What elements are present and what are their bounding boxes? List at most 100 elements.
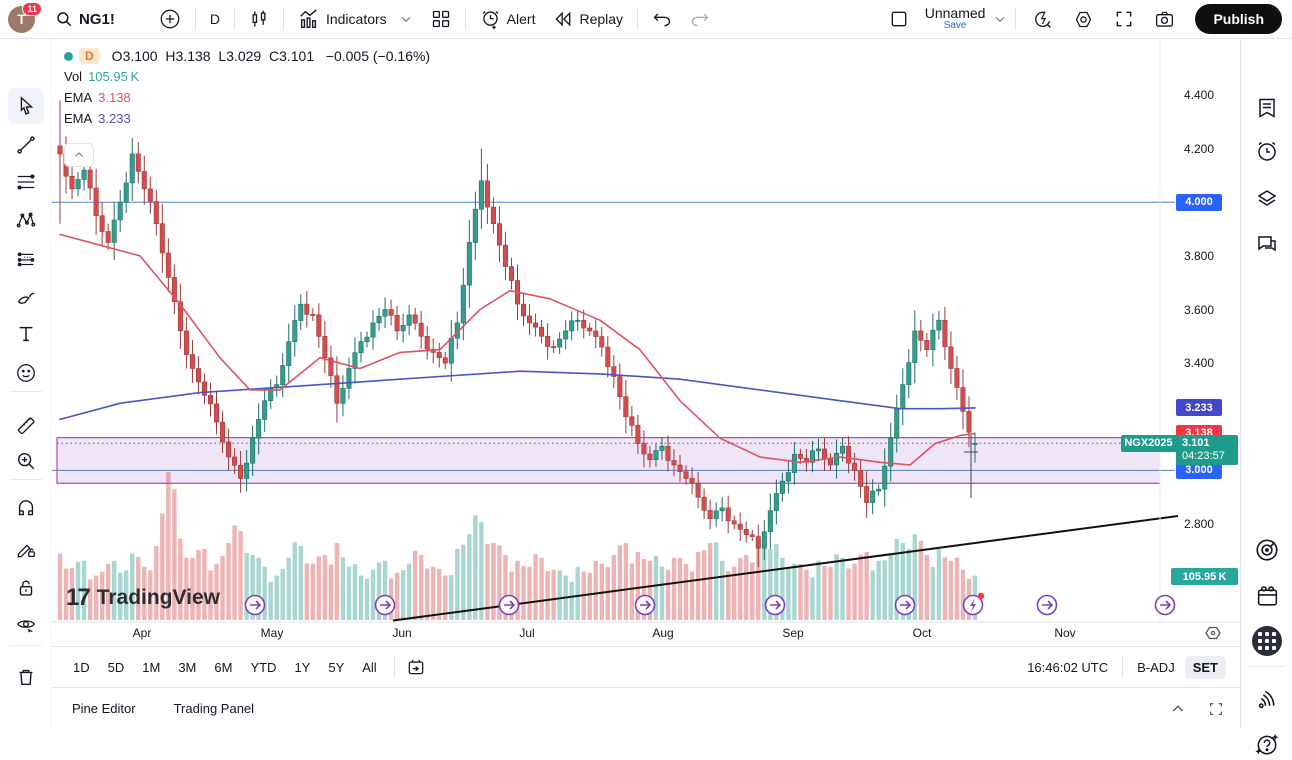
range-button-5y[interactable]: 5Y	[328, 659, 345, 675]
trading-panel-button[interactable]: Trading Panel	[173, 701, 255, 716]
ema-fast-legend-row[interactable]: EMA 3.138	[64, 90, 430, 105]
time-axis-labels[interactable]: Apr May Jun Jul Aug Sep Oct Nov	[52, 39, 1240, 640]
svg-text:Aug: Aug	[652, 626, 673, 640]
cursor-button[interactable]	[8, 88, 44, 124]
ema-fast-line	[59, 233, 976, 466]
measure-tool-button[interactable]	[8, 405, 44, 441]
axis-settings-icon[interactable]	[1205, 626, 1221, 640]
chat-button[interactable]	[1251, 228, 1283, 260]
settings-gear-icon[interactable]	[1065, 3, 1102, 36]
lock-drawings-button[interactable]	[8, 570, 44, 606]
range-button-3m[interactable]: 3M	[178, 659, 197, 675]
panel-maximize-icon[interactable]	[1208, 701, 1224, 717]
publish-button[interactable]: Publish	[1195, 4, 1282, 34]
plus-circle-icon	[159, 8, 181, 30]
adjustment-toggle[interactable]: B-ADJ	[1137, 659, 1175, 675]
notification-badge: 11	[22, 1, 42, 16]
chart-type-button[interactable]	[241, 3, 277, 35]
help-button[interactable]	[1251, 728, 1283, 760]
parallel-lines-tool-button[interactable]	[8, 164, 44, 200]
price-badge-3000: 3.000	[1176, 461, 1222, 479]
legend-collapse-button[interactable]	[64, 143, 94, 167]
layout-select-icon[interactable]	[881, 3, 917, 35]
streams-button[interactable]	[1251, 683, 1283, 715]
ema-slow-legend-row[interactable]: EMA 3.233	[64, 111, 430, 126]
range-button-1y[interactable]: 1Y	[294, 659, 311, 675]
range-button-ytd[interactable]: YTD	[250, 659, 277, 675]
brush-tool-button[interactable]	[8, 279, 44, 315]
range-button-6m[interactable]: 6M	[214, 659, 233, 675]
toolbar-divider	[10, 645, 42, 646]
magnet-tool-button[interactable]	[8, 492, 44, 528]
contract-rollover-marker[interactable]	[374, 594, 396, 616]
price-badge-3233: 3.233	[1176, 399, 1222, 417]
hide-drawings-button[interactable]	[8, 607, 44, 643]
contract-rollover-marker[interactable]	[1036, 594, 1058, 616]
layout-name-button[interactable]: Unnamed Save	[921, 4, 990, 33]
contract-rollover-marker[interactable]	[894, 594, 916, 616]
scanner-button[interactable]	[1251, 534, 1283, 566]
calendar-button[interactable]	[1251, 580, 1283, 612]
contract-rollover-marker[interactable]	[764, 594, 786, 616]
range-button-1m[interactable]: 1M	[142, 659, 161, 675]
alerts-clock-button[interactable]	[1251, 136, 1283, 168]
object-tree-button[interactable]	[1251, 182, 1283, 214]
volume-legend-row[interactable]: Vol 105.95 K	[64, 69, 430, 84]
interval-button[interactable]: D	[202, 5, 228, 33]
session-toggle[interactable]: SET	[1184, 655, 1226, 679]
contract-rollover-marker[interactable]	[498, 594, 520, 616]
chevron-down-icon[interactable]	[993, 12, 1007, 26]
panel-expand-chevron-icon[interactable]	[1170, 701, 1186, 717]
range-button-5d[interactable]: 5D	[107, 659, 125, 675]
replay-button[interactable]: Replay	[545, 3, 631, 35]
goto-date-icon[interactable]	[399, 653, 433, 681]
event-lightning-marker[interactable]	[962, 592, 985, 616]
compare-add-button[interactable]	[151, 2, 189, 36]
price-tick-label: 3.400	[1183, 356, 1215, 371]
redo-button[interactable]	[682, 3, 718, 35]
fullscreen-icon[interactable]	[1106, 3, 1142, 35]
event-markers[interactable]	[244, 592, 1176, 616]
grid-layout-icon	[431, 9, 451, 29]
projection-tool-button[interactable]	[8, 241, 44, 277]
emoji-tool-button[interactable]	[8, 355, 44, 391]
symbol-search-button[interactable]: NG1!	[47, 4, 123, 34]
symbol-legend-row[interactable]: D O3.100 H3.138 L3.029 C3.101 −0.005 (−0…	[64, 48, 430, 64]
indicators-button[interactable]: Indicators	[290, 2, 395, 36]
lock-drawings-icon	[15, 577, 37, 599]
snapshot-camera-icon[interactable]	[1146, 3, 1183, 36]
undo-button[interactable]	[644, 3, 680, 35]
layout-templates-button[interactable]	[423, 3, 459, 35]
quick-actions-icon[interactable]	[1024, 3, 1061, 36]
drawing-mode-button[interactable]	[8, 532, 44, 568]
toolbar-divider	[1015, 8, 1017, 30]
last-price-badge: 3.101 04:23:57	[1176, 435, 1238, 466]
price-chart[interactable]: Apr May Jun Jul Aug Sep Oct Nov	[52, 39, 1240, 646]
contract-rollover-marker[interactable]	[244, 594, 266, 616]
parallel-lines-tool-icon	[15, 171, 37, 193]
contract-rollover-marker[interactable]	[1154, 594, 1176, 616]
svg-text:Nov: Nov	[1054, 626, 1075, 640]
range-button-all[interactable]: All	[362, 659, 377, 675]
trendline-drawing[interactable]	[392, 514, 1179, 622]
trendline-tool-button[interactable]	[8, 127, 44, 163]
watchlist-button[interactable]	[1251, 92, 1283, 124]
apps-grid-button[interactable]	[1251, 625, 1283, 657]
volume-badge: 105.95 K	[1171, 568, 1238, 585]
zoom-in-tool-button[interactable]	[8, 443, 44, 479]
pine-editor-button[interactable]: Pine Editor	[72, 701, 136, 716]
alert-button[interactable]: Alert	[472, 3, 544, 36]
text-tool-button[interactable]	[8, 316, 44, 352]
contract-rollover-marker[interactable]	[634, 594, 656, 616]
user-avatar[interactable]: T 11	[8, 1, 42, 33]
pattern-tool-button[interactable]	[8, 202, 44, 238]
chevron-down-icon[interactable]	[399, 12, 413, 26]
range-button-1d[interactable]: 1D	[73, 659, 90, 675]
magnet-tool-icon	[15, 499, 37, 521]
zoom-in-tool-icon	[15, 450, 37, 472]
last-price-value: 3.101	[1182, 436, 1210, 449]
remove-drawings-button[interactable]	[8, 659, 44, 695]
help-icon	[1254, 731, 1280, 757]
clock-utc[interactable]: 16:46:02 UTC	[1027, 659, 1109, 675]
